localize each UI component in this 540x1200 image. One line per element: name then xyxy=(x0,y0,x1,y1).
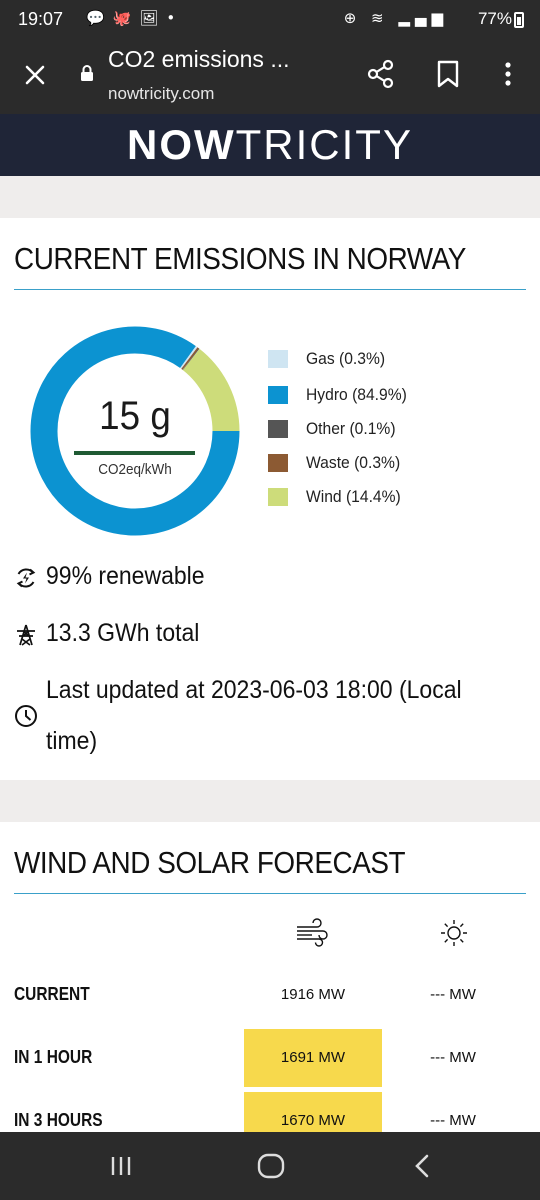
logo-bold: NOW xyxy=(127,121,236,168)
legend-swatch-gas xyxy=(268,350,288,368)
section-divider xyxy=(0,780,540,822)
solar-forecast-value: --- MW xyxy=(430,1112,476,1129)
back-icon[interactable] xyxy=(406,1150,440,1182)
forecast-row-label: IN 3 HOURS xyxy=(14,1110,103,1130)
notification-icons: 💬🐙🖼• xyxy=(86,9,184,27)
clock-icon xyxy=(15,705,37,727)
total-energy-text: 13.3 GWh total xyxy=(46,619,200,647)
legend-swatch-waste xyxy=(268,454,288,472)
legend-swatch-other xyxy=(268,420,288,438)
current-emissions-heading: CURRENT EMISSIONS IN NORWAY xyxy=(14,241,466,276)
legend-label-hydro: Hydro (84.9%) xyxy=(306,385,407,404)
sun-icon xyxy=(441,920,467,946)
emissions-value-bar xyxy=(74,451,195,455)
donut-slice-wind xyxy=(182,348,240,432)
forecast-row-label: CURRENT xyxy=(14,984,90,1004)
battery-icon xyxy=(514,12,524,28)
status-bar: 19:07 💬🐙🖼• ⊕ ≋ ▂▄▆ 77% xyxy=(0,0,540,40)
site-logo[interactable]: NOWTRICITY xyxy=(0,120,540,170)
wind-forecast-value: 1691 MW xyxy=(244,1029,382,1087)
donut-slice-hydro xyxy=(30,326,240,536)
legend-swatch-hydro xyxy=(268,386,288,404)
more-options-icon[interactable] xyxy=(496,58,520,90)
donut-slice-gas xyxy=(180,346,198,369)
last-updated-line-1: Last updated at 2023-06-03 18:00 (Local xyxy=(46,676,462,704)
forecast-heading: WIND AND SOLAR FORECAST xyxy=(14,845,406,880)
legend-label-wind: Wind (14.4%) xyxy=(306,487,401,506)
bookmark-icon[interactable] xyxy=(434,58,462,90)
system-navigation-bar xyxy=(0,1132,540,1200)
wind-forecast-value: 1916 MW xyxy=(280,986,346,1003)
emissions-value: 15 g xyxy=(99,394,171,438)
site-header: NOWTRICITY xyxy=(0,114,540,176)
close-icon[interactable] xyxy=(18,58,52,92)
logo-rest: TRICITY xyxy=(235,121,413,168)
home-icon[interactable] xyxy=(254,1150,288,1182)
battery-percent: 77% xyxy=(477,9,512,28)
legend-swatch-wind xyxy=(268,488,288,506)
last-updated-line-2: time) xyxy=(46,727,98,755)
emissions-donut-chart xyxy=(30,326,240,536)
solar-forecast-value: --- MW xyxy=(430,986,476,1003)
renewable-energy-icon xyxy=(16,568,36,588)
power-tower-icon xyxy=(17,624,35,646)
wind-icon xyxy=(297,918,328,947)
lock-icon xyxy=(81,65,93,81)
heading-underline xyxy=(14,893,526,894)
connectivity-icons: ⊕ ≋ ▂▄▆ xyxy=(343,9,448,27)
share-icon[interactable] xyxy=(366,58,396,90)
solar-forecast-value: --- MW xyxy=(430,1049,476,1066)
section-divider xyxy=(0,176,540,218)
legend-label-other: Other (0.1%) xyxy=(306,419,396,438)
renewable-text: 99% renewable xyxy=(46,562,205,590)
donut-slice-waste xyxy=(181,347,200,370)
emissions-unit: CO2eq/kWh xyxy=(98,461,172,478)
browser-toolbar: CO2 emissions ... nowtricity.com xyxy=(0,40,540,114)
legend-label-gas: Gas (0.3%) xyxy=(306,349,386,368)
status-time: 19:07 xyxy=(18,9,64,29)
page-url[interactable]: nowtricity.com xyxy=(108,84,215,103)
heading-underline xyxy=(14,289,526,290)
page-title[interactable]: CO2 emissions ... xyxy=(108,46,290,72)
legend-label-waste: Waste (0.3%) xyxy=(306,453,401,472)
recent-apps-icon[interactable] xyxy=(104,1150,138,1182)
forecast-row-label: IN 1 HOUR xyxy=(14,1047,93,1067)
